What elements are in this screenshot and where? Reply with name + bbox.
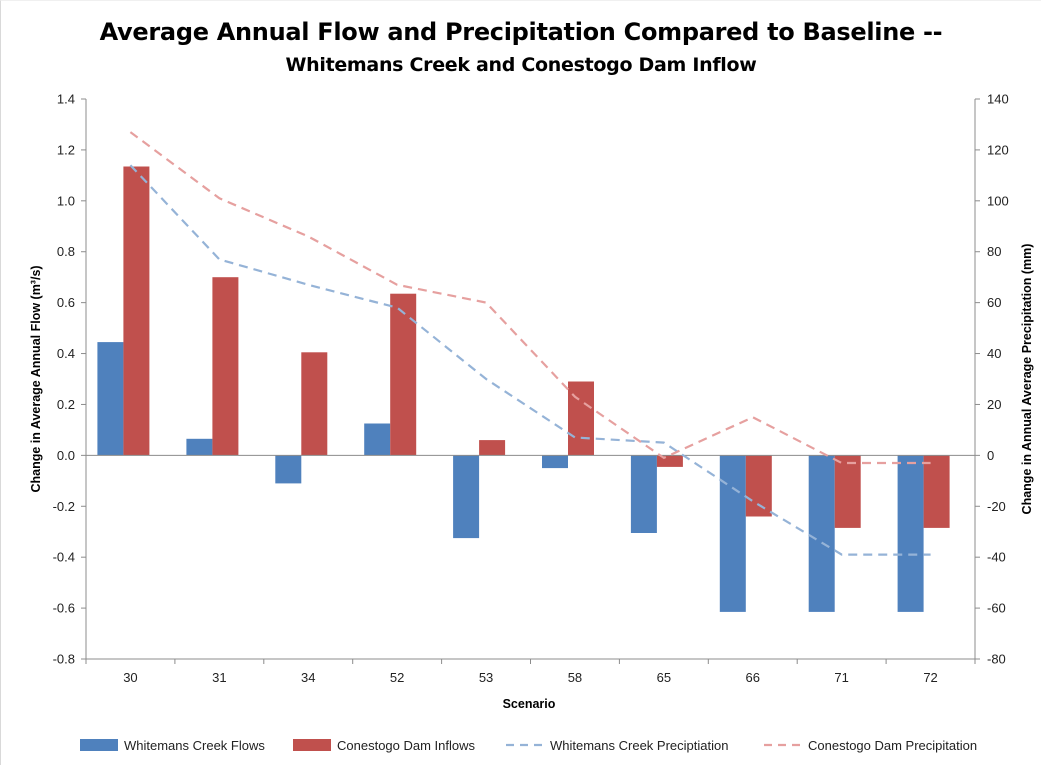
- y2-tick-label: 100: [987, 193, 1009, 208]
- y-tick-label: 0.6: [57, 295, 75, 310]
- ticks-layer: 1.4 1.2 1.0 0.8 0.6 0.4 0.2 0.0 -0.2 -0.4 -0.6 -0.8…: [53, 92, 1009, 686]
- chart-title: Average Annual Flow and Precipitation Co…: [99, 18, 943, 46]
- bars-layer: [97, 166, 950, 612]
- bar-whitemans-flows-65: [630, 455, 657, 533]
- lines-layer: [129, 131, 931, 556]
- line-conestogo-precipitation: [129, 131, 931, 465]
- y2-tick-label: -80: [987, 652, 1006, 667]
- y2-tick-label: -40: [987, 550, 1006, 565]
- bar-conestogo-inflows-52: [390, 293, 417, 456]
- chart-subtitle: Whitemans Creek and Conestogo Dam Inflow: [285, 54, 757, 76]
- bar-conestogo-inflows-34: [301, 352, 328, 456]
- legend-swatch-conestogo-inflows: [293, 739, 331, 751]
- y-tick-label: 0.4: [57, 346, 75, 361]
- x-tick-label-53: 53: [479, 670, 493, 685]
- legend-label-conestogo-inflows: Conestogo Dam Inflows: [337, 738, 476, 753]
- bar-whitemans-flows-34: [275, 455, 302, 484]
- x-axis-title: Scenario: [503, 697, 556, 711]
- bar-conestogo-inflows-58: [568, 381, 594, 456]
- bar-conestogo-inflows-53: [479, 440, 506, 456]
- y-tick-label: -0.6: [53, 601, 75, 616]
- line-whitemans-precipitation: [129, 164, 931, 556]
- x-tick-label-31: 31: [212, 670, 226, 685]
- bar-conestogo-inflows-30: [123, 166, 150, 456]
- x-tick-label-52: 52: [390, 670, 404, 685]
- y2-tick-label: 40: [987, 346, 1001, 361]
- bar-conestogo-inflows-65: [656, 455, 683, 467]
- y-tick-label: -0.2: [53, 499, 75, 514]
- legend-label-whitemans-flows: Whitemans Creek Flows: [124, 738, 265, 753]
- y2-tick-label: 20: [987, 397, 1001, 412]
- y-tick-label: 0.2: [57, 397, 75, 412]
- y2-tick-label: -20: [987, 499, 1006, 514]
- legend: Whitemans Creek Flows Conestogo Dam Infl…: [80, 738, 977, 753]
- y2-tick-label: 120: [987, 142, 1009, 157]
- legend-label-conestogo-precip: Conestogo Dam Precipitation: [808, 738, 977, 753]
- bar-whitemans-flows-66: [719, 455, 746, 612]
- bar-whitemans-flows-30: [97, 342, 124, 456]
- y-tick-label: 0.8: [57, 244, 75, 259]
- x-tick-label-66: 66: [746, 670, 760, 685]
- x-tick-label-34: 34: [301, 670, 315, 685]
- y-tick-label: 1.2: [57, 142, 75, 157]
- y-tick-label: 0.0: [57, 448, 75, 463]
- y-tick-label: 1.0: [57, 193, 75, 208]
- y-tick-label: -0.8: [53, 652, 75, 667]
- legend-label-whitemans-precip: Whitemans Creek Preciptiation: [550, 738, 728, 753]
- x-tick-label-58: 58: [568, 670, 582, 685]
- bar-whitemans-flows-52: [364, 423, 391, 456]
- y2-tick-label: 0: [987, 448, 994, 463]
- bar-conestogo-inflows-72: [923, 455, 950, 528]
- y-axis-title: Change in Average Annual Flow (m³/s): [29, 265, 43, 492]
- x-tick-label-72: 72: [923, 670, 937, 685]
- bar-whitemans-flows-58: [542, 455, 568, 469]
- bar-whitemans-flows-31: [186, 438, 213, 456]
- x-tick-label-30: 30: [123, 670, 137, 685]
- legend-swatch-whitemans-flows: [80, 739, 118, 751]
- bar-whitemans-flows-72: [897, 455, 924, 612]
- bar-conestogo-inflows-66: [745, 455, 772, 517]
- y2-tick-label: 80: [987, 244, 1001, 259]
- y-tick-label: -0.4: [53, 550, 75, 565]
- x-tick-label-71: 71: [834, 670, 848, 685]
- y-tick-label: 1.4: [57, 92, 75, 107]
- y2-tick-label: 140: [987, 92, 1009, 107]
- x-tick-label-65: 65: [657, 670, 671, 685]
- y2-tick-label: -60: [987, 601, 1006, 616]
- bar-conestogo-inflows-31: [212, 277, 239, 456]
- y2-tick-label: 60: [987, 295, 1001, 310]
- y2-axis-title: Change in Annual Average Precipitation (…: [1020, 244, 1034, 515]
- bar-whitemans-flows-71: [808, 455, 835, 612]
- bar-whitemans-flows-53: [453, 455, 480, 539]
- bar-conestogo-inflows-71: [834, 455, 861, 528]
